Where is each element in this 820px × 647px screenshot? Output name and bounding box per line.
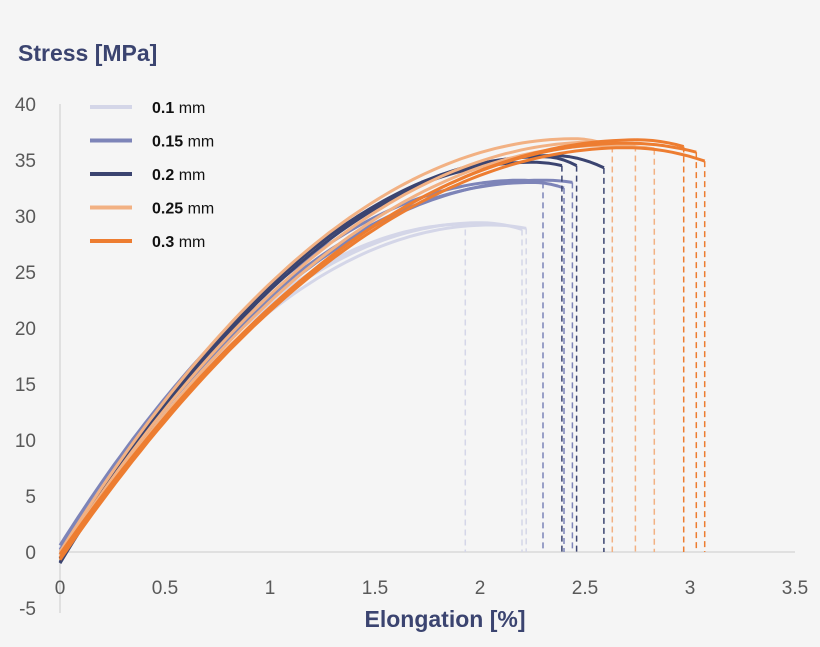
x-axis-title: Elongation [%] bbox=[365, 606, 526, 632]
y-tick-label: 15 bbox=[15, 375, 36, 396]
x-tick-label: 2 bbox=[475, 578, 486, 599]
legend-label: 0.15 mm bbox=[152, 134, 214, 151]
legend: 0.1 mm 0.15 mm 0.2 mm 0.25 mm 0.3 mm bbox=[90, 100, 214, 251]
series-0.25 bbox=[58, 137, 656, 559]
specimen-curve bbox=[58, 222, 466, 550]
specimen-curve bbox=[58, 155, 578, 563]
y-tick-label: 35 bbox=[15, 151, 36, 172]
series-0.15 bbox=[58, 178, 574, 556]
x-tick-label: 1.5 bbox=[362, 578, 388, 599]
specimen-curve bbox=[58, 137, 613, 553]
legend-item: 0.1 mm bbox=[90, 100, 205, 117]
axes bbox=[59, 104, 795, 613]
x-tick-label: 3 bbox=[685, 578, 696, 599]
y-tick-label: 40 bbox=[15, 95, 36, 116]
specimen-curve bbox=[58, 140, 636, 557]
legend-item: 0.25 mm bbox=[90, 201, 214, 218]
x-tick-label: 0 bbox=[55, 578, 66, 599]
legend-item: 0.15 mm bbox=[90, 134, 214, 151]
y-tick-label: 10 bbox=[15, 431, 36, 452]
y-tick-label: -5 bbox=[19, 599, 36, 620]
legend-item: 0.3 mm bbox=[90, 234, 205, 251]
y-tick-label: 5 bbox=[25, 487, 36, 508]
legend-label: 0.1 mm bbox=[152, 100, 205, 117]
x-tick-label: 2.5 bbox=[572, 578, 598, 599]
legend-item: 0.2 mm bbox=[90, 167, 205, 184]
y-tick-label: 20 bbox=[15, 319, 36, 340]
legend-label: 0.2 mm bbox=[152, 167, 205, 184]
specimen-curve bbox=[58, 180, 565, 551]
specimen-curve bbox=[58, 146, 706, 561]
y-axis-title: Stress [MPa] bbox=[18, 40, 157, 66]
y-tick-label: 0 bbox=[25, 543, 36, 564]
y-tick-label: 25 bbox=[15, 263, 36, 284]
series-0.3 bbox=[58, 138, 706, 561]
y-tick-label: 30 bbox=[15, 207, 36, 228]
specimen-curve bbox=[58, 178, 573, 556]
legend-label: 0.3 mm bbox=[152, 234, 205, 251]
curves bbox=[58, 137, 706, 564]
legend-label: 0.25 mm bbox=[152, 201, 214, 218]
specimen-curve bbox=[58, 144, 655, 559]
x-tick-label: 3.5 bbox=[782, 578, 808, 599]
specimen-curve bbox=[58, 178, 544, 547]
specimen-curve bbox=[58, 141, 697, 559]
tick-labels: -5 0 5 10 15 20 25 30 35 40 0 0.5 1 1.5 2 2.5 3 3.5 bbox=[15, 95, 808, 620]
x-tick-label: 0.5 bbox=[152, 578, 178, 599]
x-tick-label: 1 bbox=[265, 578, 276, 599]
